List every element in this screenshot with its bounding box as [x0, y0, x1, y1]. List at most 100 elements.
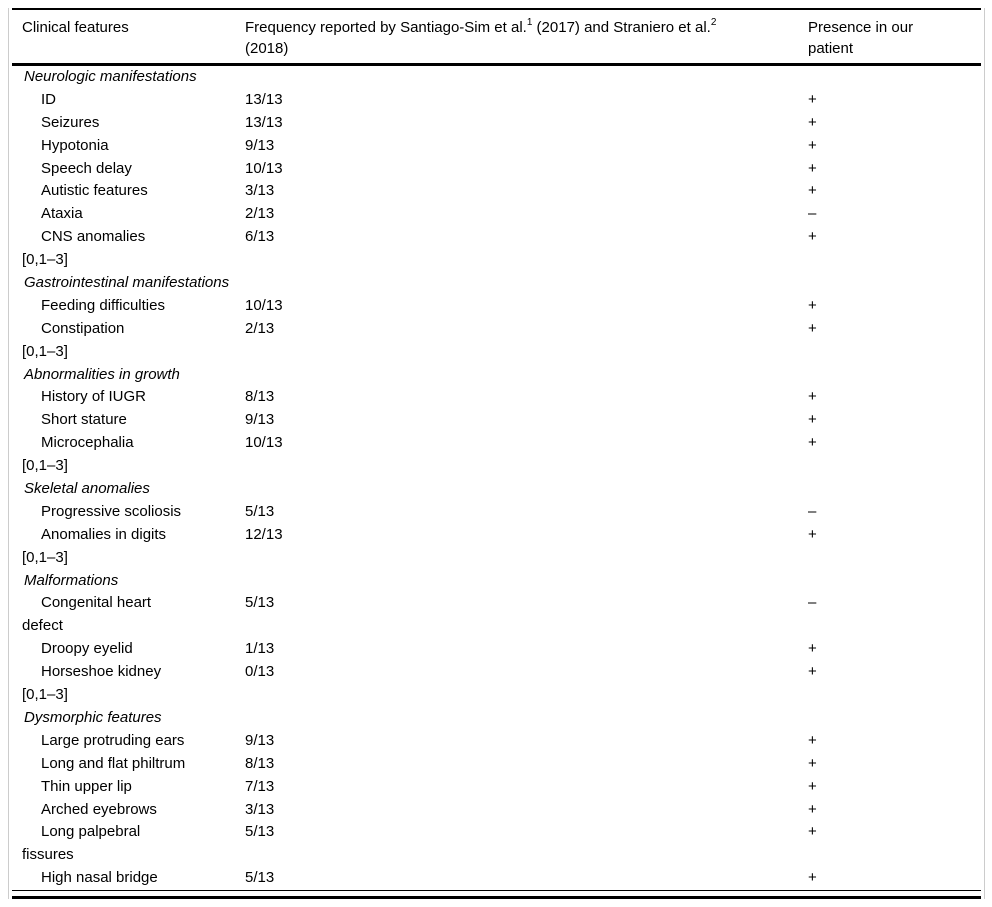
row-presence: + [808, 319, 817, 337]
row-label: [0,1–3] [22, 342, 68, 360]
row-presence [808, 478, 981, 501]
row-presence [808, 707, 981, 730]
table-row: Hypotonia 9/13 + [12, 135, 981, 158]
row-presence: + [808, 434, 817, 452]
table-row: CNS anomalies 6/13 + [12, 226, 981, 249]
row-frequency [245, 684, 808, 707]
presence-header-line1: Presence in our [808, 19, 914, 36]
frequency-header-year-2018: (2018) [245, 40, 289, 57]
row-presence: + [808, 640, 817, 658]
row-label: High nasal bridge [41, 869, 158, 887]
row-presence: – [808, 502, 817, 520]
row-presence: – [808, 205, 817, 223]
row-frequency: 6/13 [245, 228, 275, 246]
row-presence: + [808, 411, 817, 429]
row-frequency: 5/13 [245, 869, 275, 887]
row-frequency [245, 341, 808, 364]
table-row: History of IUGR 8/13 + [12, 386, 981, 409]
row-label: Droopy eyelid [41, 640, 133, 658]
table-row: Droopy eyelid 1/13 + [12, 638, 981, 661]
column-header-presence: Presence in our patient [808, 17, 938, 59]
citation-superscript-1: 1 [526, 17, 533, 28]
frequency-header-text-mid: (2017) and Straniero et al. [532, 19, 711, 36]
table-body: Neurologic manifestations ID 13/13 + Sei… [12, 66, 981, 890]
row-presence: + [808, 388, 817, 406]
row-presence: + [808, 800, 817, 818]
table-row: Large protruding ears 9/13 + [12, 730, 981, 753]
row-label: Feeding difficulties [41, 296, 165, 314]
row-presence: + [808, 663, 817, 681]
row-frequency [245, 570, 808, 593]
row-presence: + [808, 754, 817, 772]
row-presence: + [808, 113, 817, 131]
row-presence [808, 249, 981, 272]
row-presence: + [808, 136, 817, 154]
table-row: Progressive scoliosis 5/13 – [12, 501, 981, 524]
row-frequency: 8/13 [245, 388, 275, 406]
table-row: Long and flat philtrum 8/13 + [12, 753, 981, 776]
table-row: defect [12, 615, 981, 638]
row-frequency [245, 364, 808, 387]
table-row: Congenital heart 5/13 – [12, 592, 981, 615]
row-frequency: 5/13 [245, 502, 275, 520]
row-frequency: 8/13 [245, 754, 275, 772]
table-row: Arched eyebrows 3/13 + [12, 799, 981, 822]
row-label: Microcephalia [41, 434, 134, 452]
row-label: Anomalies in digits [41, 525, 167, 543]
row-frequency: 5/13 [245, 823, 275, 841]
table-row: Feeding difficulties 10/13 + [12, 295, 981, 318]
row-label: Neurologic manifestations [24, 68, 197, 85]
table-row: Horseshoe kidney 0/13 + [12, 661, 981, 684]
table-row: Speech delay 10/13 + [12, 158, 981, 181]
row-label: [0,1–3] [22, 457, 68, 475]
row-label: Short stature [41, 411, 127, 429]
column-header-clinical-features: Clinical features [22, 19, 129, 36]
row-label: Gastrointestinal manifestations [24, 274, 230, 292]
row-label: Congenital heart [41, 594, 152, 612]
row-presence [808, 844, 981, 867]
table-row: [0,1–3] [12, 684, 981, 707]
row-label: Malformations [24, 571, 119, 589]
column-header-frequency: Frequency reported by Santiago-Sim et al… [245, 17, 808, 59]
row-presence: + [808, 731, 817, 749]
table-header-row: Clinical features Frequency reported by … [12, 10, 981, 63]
row-label: Speech delay [41, 159, 132, 177]
row-label: Long palpebral [41, 823, 141, 841]
table-row: Thin upper lip 7/13 + [12, 776, 981, 799]
row-presence [808, 341, 981, 364]
table-row: [0,1–3] [12, 455, 981, 478]
row-frequency [245, 547, 808, 570]
table-row: Long palpebral 5/13 + [12, 821, 981, 844]
row-frequency: 12/13 [245, 525, 283, 543]
row-presence [808, 547, 981, 570]
table-row: Ataxia 2/13 – [12, 203, 981, 226]
row-label: Seizures [41, 113, 100, 131]
row-frequency: 9/13 [245, 411, 275, 429]
table-row: Dysmorphic features [12, 707, 981, 730]
row-presence: – [808, 594, 817, 612]
row-label: Large protruding ears [41, 731, 185, 749]
row-frequency: 9/13 [245, 136, 275, 154]
table-row: fissures [12, 844, 981, 867]
table-row: Neurologic manifestations [12, 66, 981, 89]
row-frequency [245, 478, 808, 501]
table-row: Short stature 9/13 + [12, 409, 981, 432]
row-label: ID [41, 90, 56, 108]
row-label: Ataxia [41, 205, 83, 223]
table-row: Anomalies in digits 12/13 + [12, 524, 981, 547]
row-presence [808, 272, 981, 295]
presence-header-line2: patient [808, 40, 854, 57]
row-label: Hypotonia [41, 136, 109, 154]
row-frequency: 1/13 [245, 640, 275, 658]
row-label: defect [22, 617, 63, 635]
table-row: High nasal bridge 5/13 + [12, 867, 981, 890]
row-presence: + [808, 869, 817, 887]
frequency-header-text: Frequency reported by Santiago-Sim et al… [245, 19, 527, 36]
row-presence [808, 455, 981, 478]
row-label: Abnormalities in growth [24, 365, 180, 383]
row-label: [0,1–3] [22, 686, 68, 704]
table-row: Abnormalities in growth [12, 364, 981, 387]
row-frequency: 10/13 [245, 434, 283, 452]
table-top-rule [12, 8, 981, 10]
row-frequency [245, 249, 808, 272]
